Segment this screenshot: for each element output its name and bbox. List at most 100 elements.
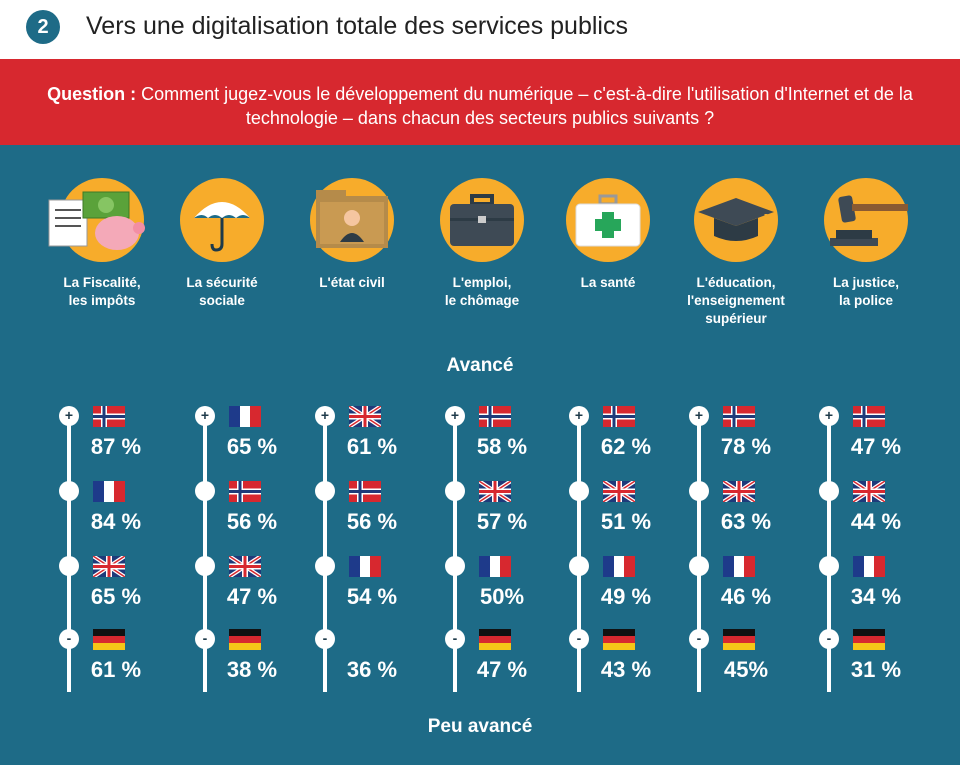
scale-dot — [315, 481, 335, 501]
scale-dot — [195, 556, 215, 576]
norway-flag-icon — [479, 406, 511, 427]
gavel-icon — [824, 178, 908, 262]
ranking-column: +87 % 84 % 65 % -61 % — [56, 406, 186, 692]
ranking-entry: 65 % — [56, 556, 186, 616]
norway-flag-icon — [349, 481, 381, 502]
ranking-entry: +47 % — [816, 406, 946, 466]
uk-flag-icon — [93, 556, 125, 577]
percentage-value: 54 % — [346, 584, 398, 609]
france-flag-icon — [603, 556, 635, 577]
plus-marker: + — [569, 406, 589, 426]
minus-marker: - — [59, 629, 79, 649]
plus-marker: + — [445, 406, 465, 426]
scale-dot — [445, 556, 465, 576]
norway-flag-icon — [853, 406, 885, 427]
ranking-column: +62 % 51 % 49 % -43 % — [566, 406, 696, 692]
scale-dot — [445, 481, 465, 501]
germany-flag-icon — [603, 629, 635, 650]
ranking-column: +58 % 57 % 50% -47 % — [442, 406, 572, 692]
germany-flag-icon — [93, 629, 125, 650]
germany-flag-icon — [479, 629, 511, 650]
plus-marker: + — [315, 406, 335, 426]
header: 2 Vers une digitalisation totale des ser… — [0, 0, 960, 59]
scale-line — [697, 414, 701, 692]
uk-flag-icon — [479, 481, 511, 502]
plus-marker: + — [195, 406, 215, 426]
uk-flag-icon — [229, 556, 261, 577]
percentage-value: 43 % — [600, 657, 652, 682]
uk-flag-icon — [853, 481, 885, 502]
graduation-cap-icon — [694, 178, 778, 262]
ranking-entry: 54 % — [312, 556, 442, 616]
germany-flag-icon — [229, 629, 261, 650]
percentage-value: 87 % — [90, 434, 142, 459]
percentage-value: 56 % — [226, 509, 278, 534]
percentage-value: 47 % — [850, 434, 902, 459]
percentage-value: 56 % — [346, 509, 398, 534]
ranking-column: +65 % 56 % 47 % -38 % — [192, 406, 322, 692]
percentage-value: 65 % — [90, 584, 142, 609]
scale-dot — [819, 481, 839, 501]
ranking-entry: +62 % — [566, 406, 696, 466]
scale-dot — [195, 481, 215, 501]
minus-marker: - — [315, 629, 335, 649]
sector-label: La justice, la police — [832, 275, 900, 308]
axis-bottom-label: Peu avancé — [427, 716, 533, 737]
percentage-value: 78 % — [720, 434, 772, 459]
scale-dot — [59, 556, 79, 576]
ranking-entry: 46 % — [686, 556, 816, 616]
ranking-entry: +58 % — [442, 406, 572, 466]
ranking-entry: -31 % — [816, 629, 946, 689]
first-aid-kit-icon — [566, 178, 650, 262]
uk-flag-icon — [603, 481, 635, 502]
percentage-value: 38 % — [226, 657, 278, 682]
percentage-value: 51 % — [600, 509, 652, 534]
umbrella-icon — [180, 178, 264, 262]
ranking-entry: 34 % — [816, 556, 946, 616]
france-flag-icon — [229, 406, 261, 427]
ranking-column: +47 % 44 % 34 % -31 % — [816, 406, 946, 692]
percentage-value: 65 % — [226, 434, 278, 459]
question-label: Question : — [47, 84, 137, 104]
plus-marker: + — [689, 406, 709, 426]
minus-marker: - — [689, 629, 709, 649]
scale-dot — [315, 556, 335, 576]
minus-marker: - — [195, 629, 215, 649]
percentage-value: 50% — [479, 584, 525, 609]
scale-dot — [59, 481, 79, 501]
minus-marker: - — [445, 629, 465, 649]
sector-label: L'état civil — [319, 275, 385, 290]
ranking-entry: 56 % — [192, 481, 322, 541]
percentage-value: 61 % — [346, 434, 398, 459]
scale-line — [203, 414, 207, 692]
france-flag-icon — [349, 556, 381, 577]
uk-flag-icon — [349, 406, 381, 427]
percentage-value: 49 % — [600, 584, 652, 609]
scale-line — [67, 414, 71, 692]
norway-flag-icon — [229, 481, 261, 502]
percentage-value: 47 % — [476, 657, 528, 682]
scale-line — [323, 414, 327, 692]
sector-label: La sécurité sociale — [186, 275, 258, 308]
question-text: Comment jugez-vous le développement du n… — [141, 84, 913, 128]
ranking-entry: 84 % — [56, 481, 186, 541]
percentage-value: 36 % — [346, 657, 398, 682]
percentage-value: 45% — [723, 657, 769, 682]
axis-top-label: Avancé — [446, 355, 514, 376]
ranking-entry: +87 % — [56, 406, 186, 466]
folder-person-icon — [310, 178, 394, 262]
scale-dot — [689, 556, 709, 576]
plus-marker: + — [59, 406, 79, 426]
percentage-value: 62 % — [600, 434, 652, 459]
scale-line — [453, 414, 457, 692]
percentage-value: 47 % — [226, 584, 278, 609]
germany-flag-icon — [853, 629, 885, 650]
ranking-entry: +65 % — [192, 406, 322, 466]
plus-marker: + — [819, 406, 839, 426]
sector-label: La santé — [580, 275, 636, 290]
ranking-column: +78 % 63 % 46 % -45% — [686, 406, 816, 692]
france-flag-icon — [93, 481, 125, 502]
page-title: Vers une digitalisation totale des servi… — [86, 12, 628, 40]
percentage-value: 63 % — [720, 509, 772, 534]
percentage-value: 58 % — [476, 434, 528, 459]
